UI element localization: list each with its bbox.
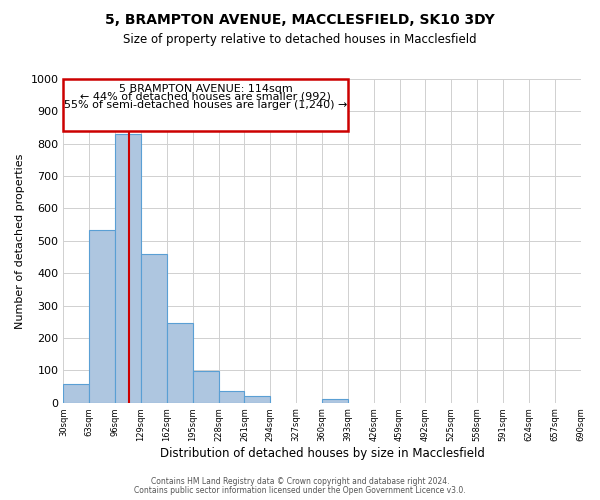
Bar: [244, 396, 270, 402]
Text: 5, BRAMPTON AVENUE, MACCLESFIELD, SK10 3DY: 5, BRAMPTON AVENUE, MACCLESFIELD, SK10 3…: [105, 12, 495, 26]
Text: ← 44% of detached houses are smaller (992): ← 44% of detached houses are smaller (99…: [80, 92, 331, 102]
Y-axis label: Number of detached properties: Number of detached properties: [15, 153, 25, 328]
Bar: [322, 400, 348, 402]
Bar: [141, 254, 167, 402]
Bar: [64, 384, 89, 402]
Text: 5 BRAMPTON AVENUE: 114sqm: 5 BRAMPTON AVENUE: 114sqm: [119, 84, 292, 94]
Bar: [193, 372, 218, 402]
Text: Contains public sector information licensed under the Open Government Licence v3: Contains public sector information licen…: [134, 486, 466, 495]
Bar: [115, 134, 141, 402]
Bar: [64, 79, 348, 131]
Bar: [167, 324, 193, 402]
Bar: [218, 392, 244, 402]
Text: 55% of semi-detached houses are larger (1,240) →: 55% of semi-detached houses are larger (…: [64, 100, 347, 110]
Text: Size of property relative to detached houses in Macclesfield: Size of property relative to detached ho…: [123, 32, 477, 46]
Bar: [89, 230, 115, 402]
X-axis label: Distribution of detached houses by size in Macclesfield: Distribution of detached houses by size …: [160, 447, 484, 460]
Text: Contains HM Land Registry data © Crown copyright and database right 2024.: Contains HM Land Registry data © Crown c…: [151, 477, 449, 486]
